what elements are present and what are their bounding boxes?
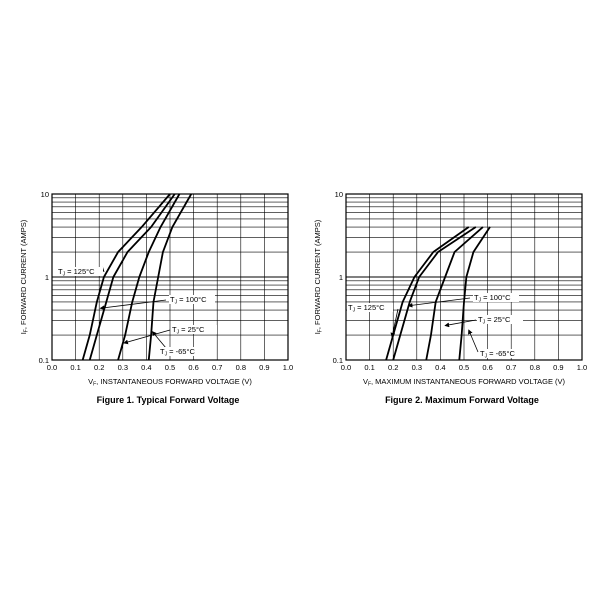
- series-label-3: TJ = -65°C: [480, 349, 515, 360]
- x-tick-label: 0.2: [388, 363, 398, 372]
- y-tick-label: 0.1: [39, 356, 49, 365]
- x-tick-label: 0.0: [341, 363, 351, 372]
- x-tick-label: 1.0: [577, 363, 587, 372]
- x-tick-label: 0.5: [165, 363, 175, 372]
- figure-1-chart: 0.0 0.1 0.2 0.3 0.4 0.5 0.6 0.7 0.8 0.9 1.00.1110V…: [19, 190, 293, 405]
- annotation-arrow: [444, 319, 477, 328]
- series-label-1: TJ = 100°C: [170, 295, 207, 306]
- x-tick-label: 0.0: [47, 363, 57, 372]
- y-tick-label: 1: [45, 273, 49, 282]
- series-label-3: TJ = -65°C: [160, 347, 195, 358]
- annotation-background: [477, 315, 523, 324]
- annotation-background: [347, 303, 393, 312]
- x-tick-label: 0.9: [259, 363, 269, 372]
- x-tick-label: 0.5: [459, 363, 469, 372]
- series-line-2: [425, 226, 484, 361]
- annotation-background: [479, 349, 525, 358]
- annotation-background: [169, 295, 215, 304]
- series-line-0: [81, 193, 171, 361]
- x-tick-label: 0.6: [188, 363, 198, 372]
- annotation-background: [57, 267, 103, 276]
- series-label-2: TJ = 25°C: [478, 315, 511, 326]
- figure-2-caption: Figure 2. Maximum Forward Voltage: [385, 395, 539, 405]
- annotation-background: [473, 293, 519, 302]
- x-tick-label: 0.8: [530, 363, 540, 372]
- y-tick-label: 10: [335, 190, 343, 199]
- series-label-2: TJ = 25°C: [172, 325, 205, 336]
- series-label-0: TJ = 125°C: [58, 267, 95, 278]
- series-line-0: [385, 226, 470, 361]
- y-axis-label: IF, FORWARD CURRENT (AMPS): [19, 219, 30, 334]
- series-line-2: [117, 193, 181, 361]
- series-line-3: [458, 226, 491, 361]
- x-tick-label: 1.0: [283, 363, 293, 372]
- figure-1-plot-area: 0.0 0.1 0.2 0.3 0.4 0.5 0.6 0.7 0.8 0.9 1.00.1110V…: [19, 190, 293, 388]
- annotation-arrow: [151, 330, 167, 349]
- figure-1-caption: Figure 1. Typical Forward Voltage: [97, 395, 240, 405]
- x-tick-label: 0.3: [118, 363, 128, 372]
- annotation-background: [159, 347, 205, 356]
- y-tick-label: 1: [339, 273, 343, 282]
- x-tick-label: 0.1: [70, 363, 80, 372]
- annotation-arrow: [123, 329, 171, 345]
- figure-2-chart: 0.0 0.1 0.2 0.3 0.4 0.5 0.6 0.7 0.8 0.9 1.00.1110V…: [313, 190, 587, 405]
- annotation-arrow: [390, 308, 399, 338]
- series-label-0: TJ = 125°C: [348, 303, 385, 314]
- annotation-arrow: [407, 297, 471, 308]
- x-tick-label: 0.4: [435, 363, 445, 372]
- x-axis-label: VF, INSTANTANEOUS FORWARD VOLTAGE (V): [88, 377, 252, 388]
- x-tick-label: 0.2: [94, 363, 104, 372]
- x-tick-label: 0.8: [236, 363, 246, 372]
- y-tick-label: 0.1: [333, 356, 343, 365]
- x-tick-label: 0.1: [364, 363, 374, 372]
- x-axis-label: VF, MAXIMUM INSTANTANEOUS FORWARD VOLTAG…: [363, 377, 566, 388]
- x-tick-label: 0.6: [482, 363, 492, 372]
- series-line-1: [392, 226, 477, 361]
- plot-frame: [345, 193, 583, 361]
- annotation-arrow: [468, 329, 479, 353]
- y-tick-label: 10: [41, 190, 49, 199]
- series-line-1: [88, 193, 176, 361]
- x-tick-label: 0.4: [141, 363, 151, 372]
- figure-2-plot-area: 0.0 0.1 0.2 0.3 0.4 0.5 0.6 0.7 0.8 0.9 1.00.1110V…: [313, 190, 587, 388]
- annotation-background: [171, 325, 217, 334]
- series-label-1: TJ = 100°C: [474, 293, 511, 304]
- x-tick-label: 0.9: [553, 363, 563, 372]
- x-tick-label: 0.7: [212, 363, 222, 372]
- x-tick-label: 0.3: [412, 363, 422, 372]
- x-tick-label: 0.7: [506, 363, 516, 372]
- annotation-arrow: [99, 299, 167, 311]
- y-axis-label: IF, FORWARD CURRENT (AMPS): [313, 219, 324, 334]
